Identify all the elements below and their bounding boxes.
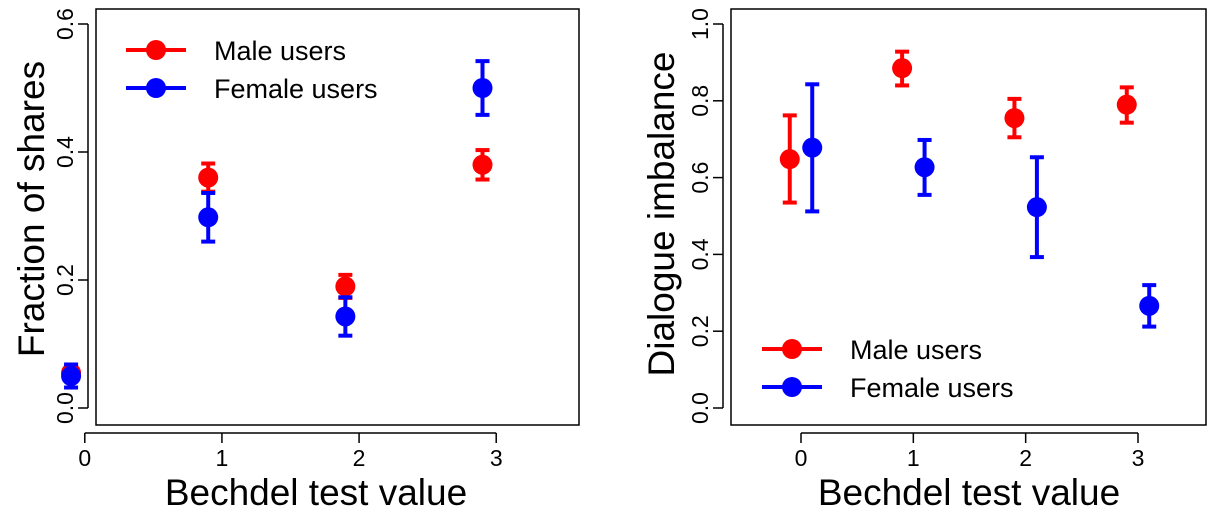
y-tick-label: 1.0 xyxy=(687,8,713,40)
plot-frame xyxy=(95,8,580,426)
legend-marker xyxy=(146,40,166,60)
legend-entry: Male users xyxy=(762,335,982,365)
data-point xyxy=(779,149,800,170)
data-point xyxy=(892,58,913,79)
shares-panel: Fraction of shares Bechdel test value 0 1… xyxy=(11,8,580,513)
x-axis-title: Bechdel test value xyxy=(165,472,467,513)
y-tick-label: 0.8 xyxy=(687,85,713,117)
x-tick-label: 3 xyxy=(490,445,503,471)
x-tick-label: 2 xyxy=(1019,445,1032,471)
y-tick-label: 0.2 xyxy=(52,264,78,296)
data-point xyxy=(1116,94,1137,115)
legend-marker xyxy=(782,377,802,397)
data-point xyxy=(802,137,823,158)
y-tick-label: 0.6 xyxy=(687,162,713,194)
legend-entry: Female users xyxy=(126,74,378,104)
legend-entry: Male users xyxy=(126,36,346,66)
data-point xyxy=(1004,108,1025,129)
data-point xyxy=(1026,197,1047,218)
legend-label: Female users xyxy=(214,74,378,104)
x-tick-label: 3 xyxy=(1132,445,1145,471)
data-point xyxy=(335,306,356,327)
y-tick-label: 0.4 xyxy=(52,136,78,168)
data-point xyxy=(198,167,219,188)
legend-marker xyxy=(782,339,802,359)
x-tick-label: 1 xyxy=(216,445,229,471)
y-axis-title: Fraction of shares xyxy=(11,61,52,357)
x-tick-label: 2 xyxy=(353,445,366,471)
y-tick-label: 0.4 xyxy=(687,238,713,270)
plot-frame xyxy=(730,8,1207,426)
data-point xyxy=(61,366,82,386)
dialogue-panel: Dialogue imbalance Bechdel test value 0 1… xyxy=(641,8,1207,513)
x-axis-title: Bechdel test value xyxy=(818,472,1120,513)
data-point xyxy=(198,207,219,228)
x-tick-label: 0 xyxy=(78,445,91,471)
y-tick-label: 0.6 xyxy=(52,8,78,40)
x-tick-label: 1 xyxy=(907,445,920,471)
data-point xyxy=(472,78,493,98)
legend-label: Male users xyxy=(850,335,982,365)
data-point xyxy=(472,154,493,175)
legend-label: Female users xyxy=(850,373,1014,403)
data-point xyxy=(335,276,356,297)
legend-entry: Female users xyxy=(762,373,1014,403)
x-tick-label: 0 xyxy=(795,445,808,471)
y-tick-label: 0.0 xyxy=(52,392,78,424)
y-tick-label: 0.2 xyxy=(687,315,713,347)
y-tick-label: 0.0 xyxy=(687,392,713,424)
data-point xyxy=(1139,295,1160,316)
legend-label: Male users xyxy=(214,36,346,66)
y-axis-title: Dialogue imbalance xyxy=(641,52,682,377)
data-point xyxy=(914,157,935,178)
legend-marker xyxy=(146,78,166,98)
